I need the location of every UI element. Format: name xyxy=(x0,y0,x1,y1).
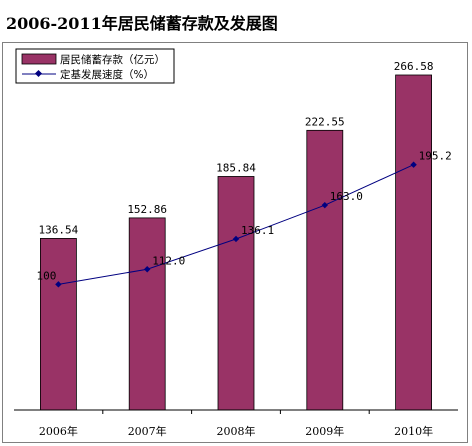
bar-value-label: 152.86 xyxy=(127,203,167,216)
bar xyxy=(128,217,166,411)
bar-value-label: 136.54 xyxy=(39,223,79,236)
category-label: 2010年 xyxy=(394,424,433,438)
category-label: 2006年 xyxy=(39,424,78,438)
line-point xyxy=(232,235,240,243)
bar xyxy=(217,176,255,411)
x-axis: 2006年 2007年 2008年 2009年 2010年 xyxy=(14,409,458,438)
legend: 居民储蓄存款（亿元） 定基发展速度（%） xyxy=(15,48,175,84)
line-series-group: 100 112.0 136.1 163.0 195.2 xyxy=(37,150,452,288)
line-value-label: 100 xyxy=(37,269,57,282)
chart-frame xyxy=(2,42,468,443)
line-value-label: 163.0 xyxy=(330,190,363,203)
line-point xyxy=(144,266,151,273)
line-value-label: 136.1 xyxy=(241,224,274,237)
line-point xyxy=(410,161,417,168)
legend-bar-label: 居民储蓄存款（亿元） xyxy=(60,53,165,66)
bar-value-label: 266.58 xyxy=(394,60,434,73)
legend-line-label: 定基发展速度（%） xyxy=(60,68,154,81)
bar xyxy=(395,74,433,411)
bar-value-label: 222.55 xyxy=(305,115,345,128)
line-value-label: 195.2 xyxy=(419,150,452,163)
bars-group: 136.54 152.86 185.84 222.55 266.58 xyxy=(39,60,434,411)
line-value-label: 112.0 xyxy=(152,254,185,267)
bar xyxy=(306,129,344,411)
chart-title: 2006-2011年居民储蓄存款及发展图 xyxy=(6,14,278,33)
line-point xyxy=(55,281,62,288)
bar-value-label: 185.84 xyxy=(216,161,256,174)
legend-bar-swatch xyxy=(21,53,57,65)
category-label: 2007年 xyxy=(128,424,167,438)
category-label: 2009年 xyxy=(305,424,344,438)
category-label: 2008年 xyxy=(217,424,256,438)
bar xyxy=(40,238,77,411)
line-point xyxy=(321,201,328,209)
